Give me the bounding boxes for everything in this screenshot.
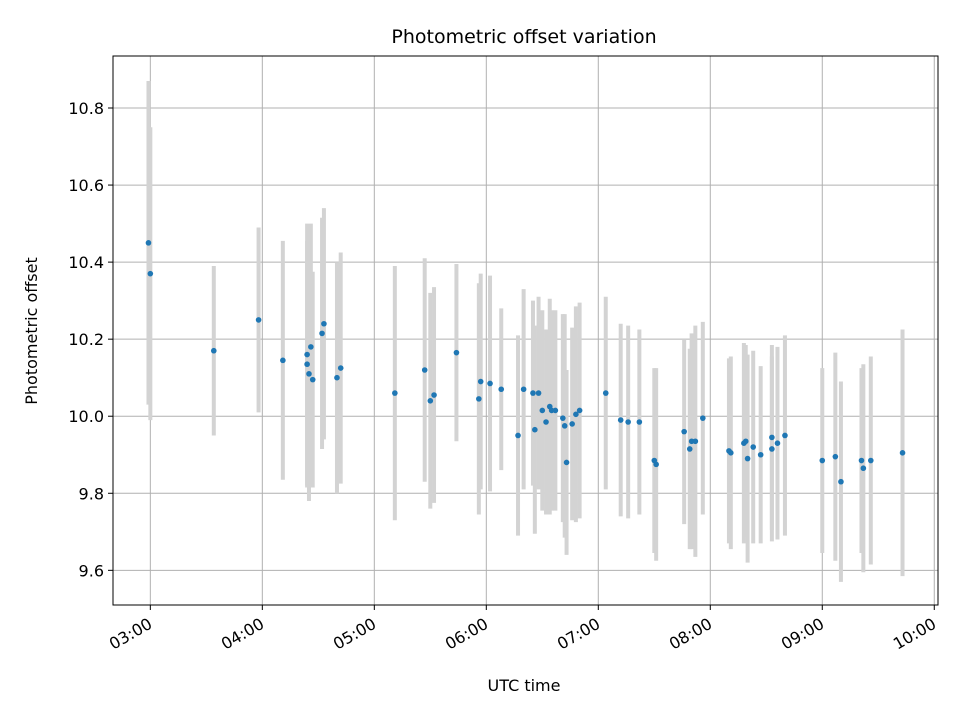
data-point — [700, 415, 706, 421]
data-point — [308, 344, 314, 350]
data-point — [561, 423, 568, 429]
data-point — [832, 453, 839, 460]
data-point — [543, 419, 549, 425]
y-tick-label: 9.6 — [79, 561, 104, 580]
data-point — [515, 432, 521, 439]
data-point — [858, 457, 865, 464]
data-point — [319, 330, 325, 337]
data-point — [147, 270, 154, 277]
data-point — [255, 317, 262, 323]
data-point — [145, 240, 152, 246]
x-tick-label: 09:00 — [778, 614, 827, 654]
data-point — [552, 407, 559, 414]
x-axis-label: UTC time — [488, 676, 561, 695]
data-point — [728, 450, 734, 456]
data-point — [686, 446, 693, 452]
data-point — [782, 432, 788, 439]
data-point — [560, 415, 566, 421]
data-point — [819, 457, 826, 464]
data-point — [453, 349, 460, 356]
data-point — [304, 361, 310, 368]
data-point — [427, 398, 434, 404]
data-point — [539, 407, 546, 414]
data-point — [337, 365, 344, 371]
y-tick-label: 10.2 — [68, 330, 104, 349]
data-point — [477, 378, 484, 385]
data-point — [860, 465, 867, 472]
y-tick-label: 9.8 — [79, 484, 104, 503]
data-point — [309, 376, 316, 383]
data-point — [210, 347, 217, 354]
data-point — [476, 396, 482, 402]
data-point — [421, 367, 428, 373]
data-point — [306, 371, 312, 377]
chart-title: Photometric offset variation — [391, 26, 656, 48]
data-point — [742, 438, 749, 445]
plot-frame — [112, 55, 939, 606]
x-tick-label: 10:00 — [890, 614, 939, 654]
data-point — [532, 426, 538, 433]
error-bars — [146, 81, 905, 582]
x-tick-label: 03:00 — [106, 614, 155, 654]
y-tick-label: 10.0 — [68, 407, 104, 426]
data-point — [321, 320, 327, 327]
data-point — [653, 461, 659, 468]
data-point — [625, 419, 631, 425]
data-point — [602, 390, 609, 396]
data-point — [431, 392, 437, 398]
data-points — [145, 240, 906, 485]
x-axis-ticks: 03:00 04:00 05:00 06:00 07:00 08:00 09:00 10:00 — [106, 605, 939, 654]
data-point — [899, 450, 906, 456]
y-axis-ticks: 9.6 9.8 10.0 10.2 10.4 10.6 10.8 — [68, 99, 113, 580]
x-tick-label: 04:00 — [218, 614, 267, 654]
data-point — [769, 446, 775, 452]
data-point — [498, 386, 505, 393]
data-point — [573, 411, 579, 418]
data-point — [535, 390, 542, 396]
data-point — [576, 407, 583, 414]
y-tick-label: 10.4 — [68, 253, 104, 272]
data-point — [520, 386, 527, 393]
y-tick-label: 10.8 — [68, 99, 104, 118]
data-point — [487, 380, 493, 387]
x-tick-label: 05:00 — [330, 614, 379, 654]
data-point — [304, 351, 310, 358]
data-point — [681, 428, 687, 435]
data-point — [569, 421, 575, 427]
x-tick-label: 07:00 — [554, 614, 603, 654]
data-point — [868, 457, 874, 464]
data-point — [769, 434, 775, 441]
data-point — [392, 390, 398, 396]
data-point — [744, 455, 751, 462]
y-axis-label: Photometric offset — [22, 257, 41, 405]
data-point — [750, 444, 757, 450]
data-point — [692, 438, 699, 445]
grid — [113, 56, 938, 605]
data-point — [530, 390, 536, 396]
data-point — [774, 440, 781, 446]
x-tick-label: 06:00 — [442, 614, 491, 654]
data-point — [838, 478, 844, 485]
data-point — [563, 459, 570, 466]
data-point — [636, 419, 643, 425]
data-point — [280, 357, 286, 364]
data-point — [617, 417, 624, 423]
x-tick-label: 08:00 — [666, 614, 715, 654]
data-point — [334, 374, 340, 381]
data-point — [757, 451, 764, 458]
y-tick-label: 10.6 — [68, 176, 104, 195]
